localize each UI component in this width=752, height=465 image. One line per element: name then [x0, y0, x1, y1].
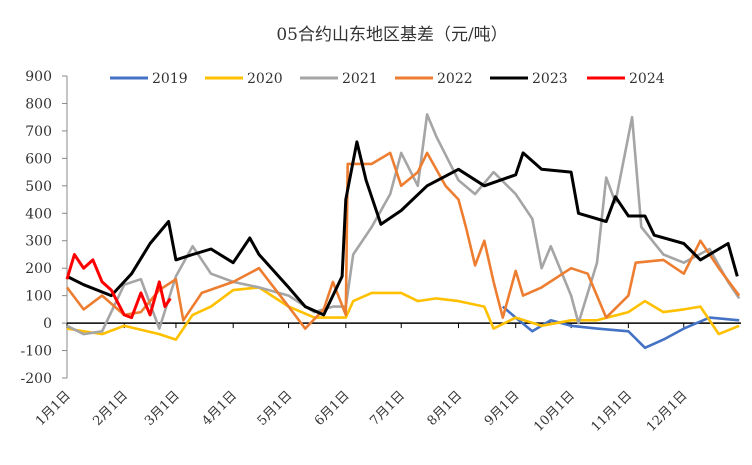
series-line-2024: [65, 253, 172, 320]
x-tick-label: 9月1日: [482, 388, 523, 429]
y-tick-label: 700: [25, 124, 52, 140]
y-tick-label: 800: [25, 96, 52, 112]
x-tick-label: 10月1日: [531, 388, 578, 435]
legend-item-2022: 2022: [395, 71, 473, 87]
legend-item-2020: 2020: [205, 71, 283, 87]
x-tick-label: 1月1日: [33, 388, 74, 429]
legend-label: 2021: [342, 71, 378, 87]
legend-label: 2023: [532, 71, 568, 87]
x-tick-label: 5月1日: [255, 388, 296, 429]
x-tick-label: 7月1日: [367, 388, 408, 429]
y-tick-label: 500: [25, 179, 52, 195]
x-tick-label: 8月1日: [425, 388, 466, 429]
legend-item-2021: 2021: [300, 71, 378, 87]
x-tick-label: 6月1日: [312, 388, 353, 429]
y-tick-label: 900: [25, 69, 52, 85]
series-line-2019: [501, 305, 740, 350]
series-line-2022: [65, 151, 741, 330]
legend-label: 2024: [629, 71, 665, 87]
y-tick-label: 400: [25, 206, 52, 222]
chart-title: 05合约山东地区基差（元/吨）: [276, 25, 507, 45]
legend-item-2023: 2023: [490, 71, 568, 87]
y-tick-label: 200: [25, 261, 52, 277]
x-tick-label: 2月1日: [90, 388, 131, 429]
y-tick-label: -200: [21, 371, 52, 387]
x-tick-label: 11月1日: [589, 388, 636, 435]
legend-item-2019: 2019: [110, 71, 188, 87]
y-tick-label: 0: [43, 316, 52, 332]
legend-label: 2019: [152, 71, 188, 87]
x-tick-label: 4月1日: [199, 388, 240, 429]
y-tick-label: 100: [25, 289, 52, 305]
x-tick-label: 12月1日: [644, 388, 691, 435]
y-tick-label: 600: [25, 151, 52, 167]
legend-item-2024: 2024: [587, 71, 665, 87]
legend-label: 2022: [437, 71, 473, 87]
series-line-2023: [66, 140, 739, 317]
series-line-2020: [66, 286, 740, 341]
legend-label: 2020: [247, 71, 283, 87]
x-tick-label: 3月1日: [142, 388, 183, 429]
y-tick-label: 300: [25, 234, 52, 250]
y-tick-label: -100: [21, 344, 52, 360]
